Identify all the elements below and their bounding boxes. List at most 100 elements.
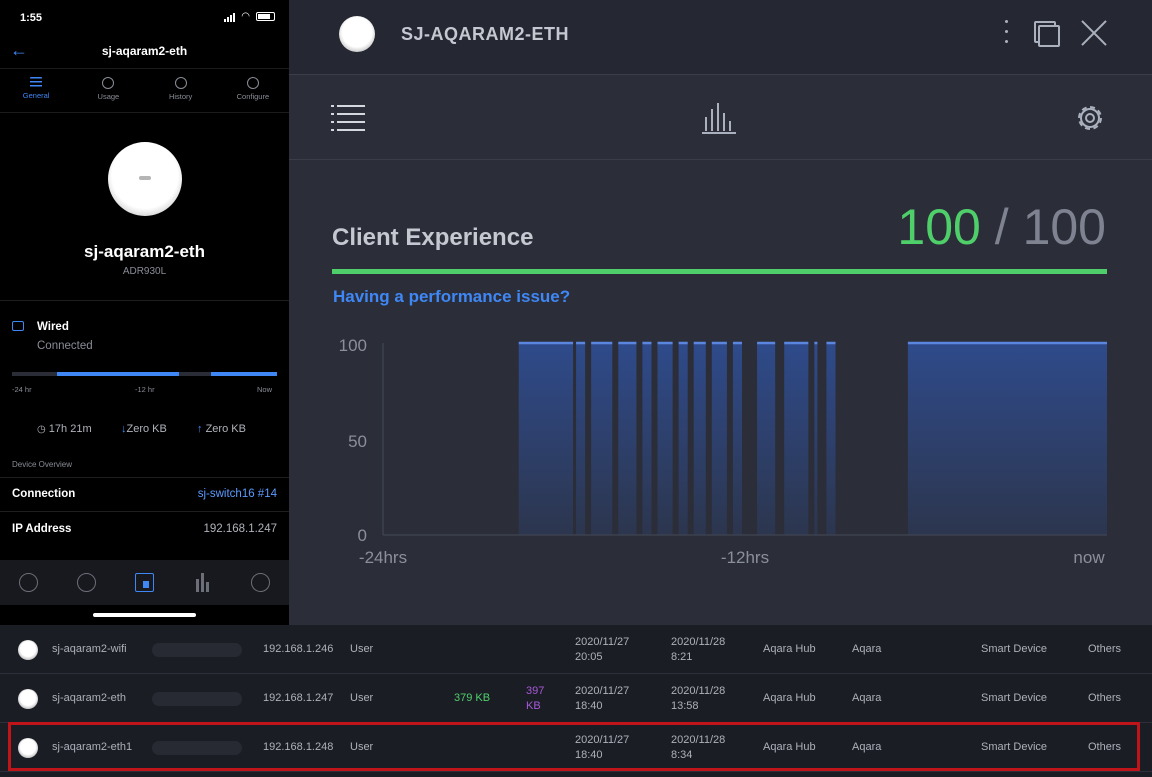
- client-experience-score: 100 / 100: [897, 198, 1106, 256]
- first-seen-cell: 2020/11/27 20:05: [575, 625, 629, 674]
- divider: [0, 477, 289, 478]
- ethernet-icon: [12, 321, 24, 331]
- uptime-stat: ◷ 17h 21m: [37, 423, 92, 435]
- tab-history-label: History: [168, 92, 193, 101]
- uptime-value: 17h 21m: [48, 423, 92, 435]
- experience-area-segment: [757, 343, 776, 535]
- uptime-segment: [210, 372, 277, 376]
- dashboard-nav-icon[interactable]: [19, 573, 39, 592]
- first-seen-time: 18:40: [575, 699, 603, 712]
- more-options-icon[interactable]: [1001, 20, 1011, 48]
- network-cell: User: [350, 692, 374, 704]
- devices-nav-icon[interactable]: [77, 573, 97, 592]
- category-cell: Others: [1088, 741, 1122, 753]
- first-seen-time: 20:05: [575, 650, 603, 663]
- tab-usage[interactable]: Usage: [72, 69, 144, 112]
- up-cell: [526, 625, 556, 674]
- category-cell: Others: [1088, 692, 1122, 704]
- row-avatar-cell: [18, 625, 38, 674]
- table-row[interactable]: sj-aqaram2-eth 192.168.1.247 User 379 KB 397…: [0, 674, 1152, 723]
- vendor-cell: Aqara Hub: [763, 741, 816, 753]
- table-row[interactable]: sj-aqaram2-wifi 192.168.1.246 User 2020/11/…: [0, 625, 1152, 674]
- wifi-icon: ◠: [241, 11, 250, 22]
- timeline-tick-start: -24 hr: [12, 385, 32, 394]
- phone-header: ← sj-aqaram2-eth: [0, 38, 289, 68]
- y-tick-label: 50: [348, 432, 367, 451]
- client-avatar: [18, 737, 38, 758]
- last-seen-time: 8:34: [671, 748, 693, 761]
- tab-general-label: General: [22, 91, 50, 100]
- download-stat: ↓Zero KB: [121, 423, 167, 435]
- name-cell: sj-aqaram2-wifi: [52, 643, 127, 655]
- last-seen-date: 2020/11/28: [671, 684, 726, 697]
- experience-area-segment: [784, 343, 809, 535]
- redacted-value: [152, 691, 242, 706]
- statistics-nav-icon[interactable]: [192, 573, 212, 592]
- redacted-value: [152, 642, 242, 657]
- last-seen-time: 13:58: [671, 699, 699, 712]
- uptime-timeline: [12, 372, 277, 376]
- experience-area-segment: [591, 343, 613, 535]
- y-tick-label: 100: [339, 336, 367, 355]
- detail-toolbar: [289, 75, 1152, 160]
- tab-history[interactable]: History: [145, 69, 217, 112]
- tab-usage-label: Usage: [97, 92, 120, 101]
- device-avatar: [108, 142, 182, 216]
- table-row[interactable]: sj-aqaram2-eth1 192.168.1.248 User 2020/11/…: [0, 723, 1152, 772]
- phone-header-title: sj-aqaram2-eth: [101, 44, 188, 58]
- last-seen-date: 2020/11/28: [671, 733, 726, 746]
- experience-area-segment: [826, 343, 836, 535]
- overview-key-ip: IP Address: [12, 523, 72, 535]
- type-cell: Smart Device: [981, 643, 1048, 655]
- connection-status: Connected: [37, 340, 93, 352]
- status-time: 1:55: [20, 12, 43, 24]
- overview-list-icon[interactable]: [331, 103, 365, 131]
- clients-table: sj-aqaram2-wifi 192.168.1.246 User 2020/11/…: [0, 625, 1152, 777]
- detail-title: SJ-AQARAM2-ETH: [401, 24, 570, 44]
- device-overview-label: Device Overview: [12, 460, 73, 469]
- restore-window-icon[interactable]: [1034, 21, 1060, 47]
- signal-icon: [224, 12, 236, 22]
- category-cell: Others: [1088, 643, 1122, 655]
- client-detail-panel: SJ-AQARAM2-ETH Client Experience 100 / 1…: [289, 0, 1152, 625]
- client-avatar: [18, 688, 38, 709]
- experience-area-segment: [518, 343, 574, 535]
- brand-cell: Aqara: [852, 741, 882, 753]
- clock-icon: ◷: [37, 424, 46, 435]
- back-arrow-icon[interactable]: ←: [10, 40, 28, 60]
- ip-cell: 192.168.1.246: [263, 643, 334, 655]
- status-icons: ◠: [224, 11, 275, 22]
- redacted-mac-cell: [152, 625, 242, 674]
- name-cell: sj-aqaram2-eth1: [52, 741, 133, 753]
- performance-issue-link[interactable]: Having a performance issue?: [333, 287, 571, 306]
- vendor-cell: Aqara Hub: [763, 643, 816, 655]
- device-model: ADR930L: [122, 266, 167, 277]
- up-cell: 397 KB: [526, 684, 545, 712]
- overview-value-connection[interactable]: sj-switch16 #14: [197, 488, 277, 500]
- tab-general[interactable]: General: [0, 69, 72, 112]
- settings-nav-icon[interactable]: [250, 573, 270, 592]
- down-cell: 379 KB: [454, 692, 491, 704]
- divider: [0, 511, 289, 512]
- last-seen-cell: 2020/11/28 13:58: [671, 674, 725, 723]
- clients-nav-icon[interactable]: [134, 573, 154, 592]
- x-tick-label: -24hrs: [359, 548, 407, 567]
- experience-area-segment: [678, 343, 688, 535]
- divider: [0, 300, 289, 301]
- client-avatar: [18, 639, 38, 660]
- first-seen-cell: 2020/11/27 18:40: [575, 723, 629, 772]
- experience-area-segment: [693, 343, 706, 535]
- experience-area-segment: [642, 343, 652, 535]
- download-value: Zero KB: [126, 423, 167, 435]
- statistics-icon[interactable]: [702, 102, 736, 134]
- settings-gear-icon[interactable]: [1073, 101, 1107, 135]
- close-icon[interactable]: [1080, 19, 1108, 47]
- tab-configure[interactable]: Configure: [217, 69, 289, 112]
- clock-icon: [174, 77, 187, 89]
- experience-area-segment: [657, 343, 673, 535]
- tab-configure-label: Configure: [236, 92, 270, 101]
- phone-bottom-nav: [0, 560, 289, 605]
- usage-icon: [102, 77, 115, 89]
- row-avatar-cell: [18, 723, 38, 772]
- client-experience-chart: 100 50 0 -24hrs -12hrs now: [339, 336, 1107, 567]
